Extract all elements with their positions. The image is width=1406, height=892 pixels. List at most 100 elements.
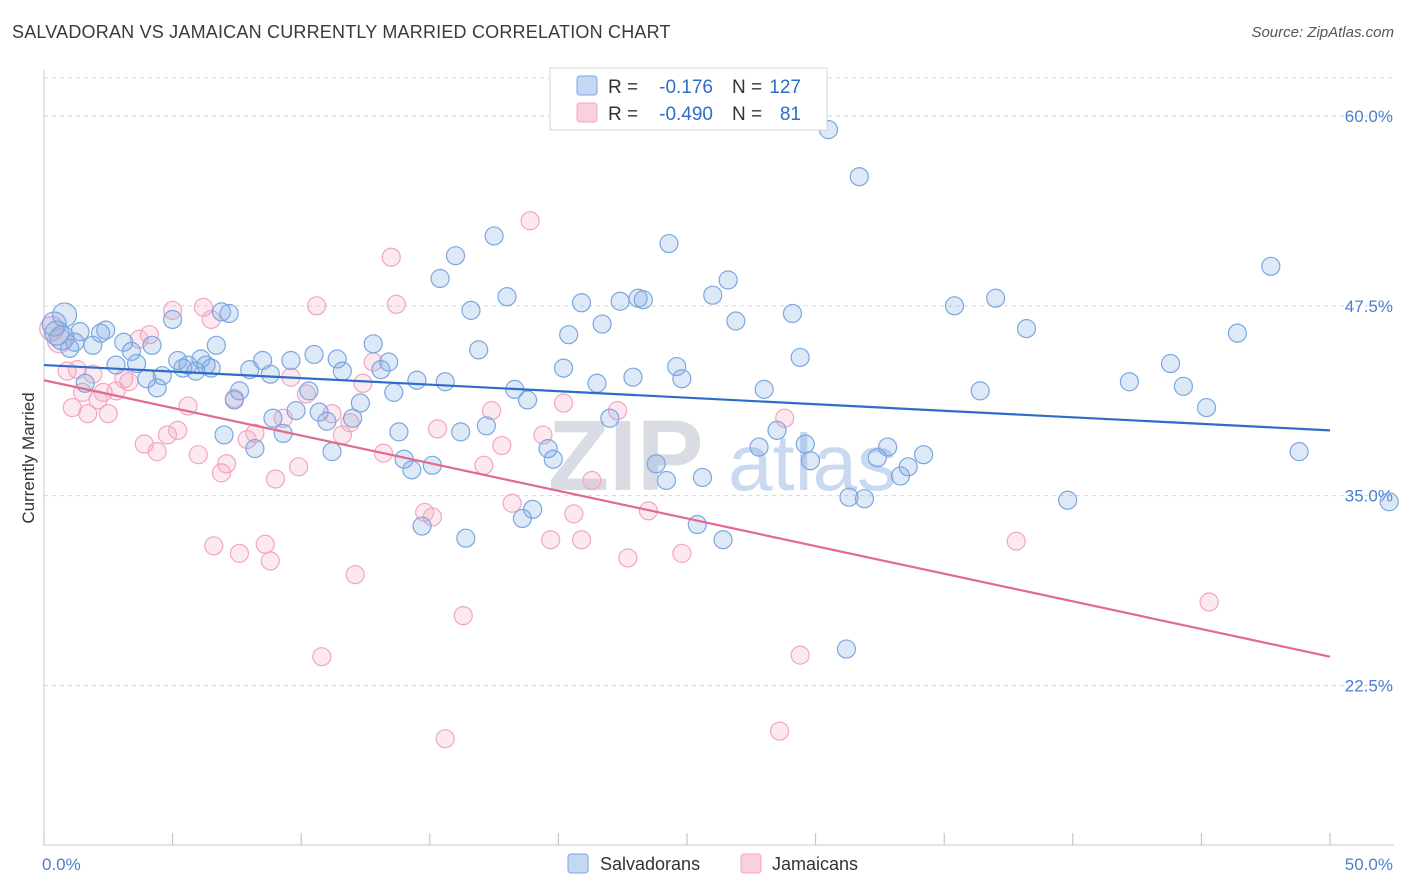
point-salvadorans-125 [836,639,857,659]
stats-n-label-2: N = [732,104,762,125]
point-salvadorans-106 [854,489,875,509]
point-salvadorans-60 [430,268,450,289]
point-salvadorans-78 [571,293,592,313]
point-jamaicans-13 [119,372,139,392]
point-jamaicans-54 [453,606,473,626]
stats-r-value-2: -0.490 [659,104,713,125]
point-jamaicans-34 [265,469,286,489]
y-tick-label-1: 35.0% [1345,487,1393,506]
point-salvadorans-14 [126,353,147,374]
point-salvadorans-45 [322,442,342,462]
point-salvadorans-79 [587,373,607,393]
legend-swatch-salvadorans [567,853,589,874]
point-salvadorans-61 [435,372,455,392]
point-salvadorans-74 [538,438,558,459]
point-jamaicans-52 [427,419,448,439]
point-salvadorans-95 [718,270,738,290]
point-salvadorans-116 [1058,490,1078,510]
point-jamaicans-53 [435,729,455,749]
point-jamaicans-32 [255,534,275,554]
point-salvadorans-63 [451,422,471,442]
point-salvadorans-39 [281,350,301,371]
point-salvadorans-104 [839,487,859,507]
point-salvadorans-72 [517,390,538,410]
point-jamaicans-65 [582,470,602,491]
point-salvadorans-92 [692,467,713,488]
point-salvadorans-10 [96,320,116,340]
point-jamaicans-17 [147,442,167,462]
point-salvadorans-64 [456,528,476,548]
stats-r-label-1: R = [608,77,638,98]
point-jamaicans-44 [345,565,365,585]
point-salvadorans-29 [219,303,239,324]
legend: Salvadorans Jamaicans [567,853,858,874]
point-salvadorans-76 [553,358,574,378]
point-salvadorans-102 [795,434,815,454]
point-salvadorans-88 [659,233,679,254]
point-jamaicans-64 [571,530,592,550]
point-jamaicans-22 [188,445,208,465]
point-salvadorans-103 [800,451,821,471]
point-salvadorans-97 [749,437,769,457]
point-salvadorans-57 [407,370,427,390]
x-tick-label-0: 0.0% [42,855,81,874]
point-salvadorans-114 [986,288,1006,308]
point-salvadorans-34 [245,438,265,459]
point-jamaicans-6 [78,404,98,424]
point-salvadorans-54 [389,422,409,442]
stats-swatch-jamaicans [576,102,598,123]
watermark: ZIP atlas [548,400,897,512]
point-salvadorans-83 [623,367,643,387]
point-jamaicans-29 [229,543,250,563]
point-jamaicans-70 [769,721,790,741]
point-jamaicans-45 [353,373,373,393]
point-salvadorans-112 [944,296,965,316]
point-salvadorans-58 [412,516,432,536]
point-salvadorans-120 [1196,397,1217,418]
point-jamaicans-69 [672,543,692,563]
point-salvadorans-111 [914,445,934,465]
point-salvadorans-105 [849,167,869,187]
point-jamaicans-48 [381,247,401,267]
point-salvadorans-19 [163,309,183,330]
y-tick-label-2: 47.5% [1345,297,1393,316]
point-jamaicans-73 [1006,531,1026,551]
point-jamaicans-37 [289,457,309,477]
point-salvadorans-46 [327,349,347,369]
point-salvadorans-115 [1016,319,1037,339]
point-salvadorans-124 [1379,492,1399,512]
point-salvadorans-122 [1261,256,1281,276]
point-jamaicans-57 [492,435,512,456]
point-salvadorans-8 [83,335,103,355]
point-salvadorans-69 [497,287,517,307]
point-salvadorans-67 [476,416,496,436]
point-salvadorans-75 [543,449,563,469]
point-salvadorans-0 [41,311,67,337]
point-salvadorans-66 [469,340,489,360]
point-salvadorans-93 [703,285,723,305]
point-salvadorans-11 [106,355,126,375]
point-salvadorans-110 [898,457,918,477]
point-salvadorans-49 [350,393,370,413]
point-salvadorans-37 [263,408,283,428]
point-salvadorans-40 [286,401,306,421]
y-tick-label-0: 22.5% [1345,677,1393,696]
point-salvadorans-53 [384,382,404,402]
point-salvadorans-23 [186,361,206,381]
point-salvadorans-51 [371,360,391,380]
point-jamaicans-49 [386,294,406,314]
point-salvadorans-44 [317,411,337,431]
point-salvadorans-32 [224,390,244,410]
stats-n-value-2: 81 [780,104,801,125]
point-salvadorans-117 [1119,372,1139,392]
legend-swatch-jamaicans [740,853,762,874]
point-salvadorans-56 [402,460,422,480]
point-salvadorans-96 [726,311,746,331]
point-salvadorans-119 [1173,376,1193,396]
stats-n-value-1: 127 [769,77,801,98]
chart-source: Source: ZipAtlas.com [1251,24,1394,41]
stats-box: R = -0.176 N = 127 R = -0.490 N = 81 [549,67,828,131]
point-salvadorans-16 [142,335,162,355]
point-salvadorans-108 [878,437,898,457]
